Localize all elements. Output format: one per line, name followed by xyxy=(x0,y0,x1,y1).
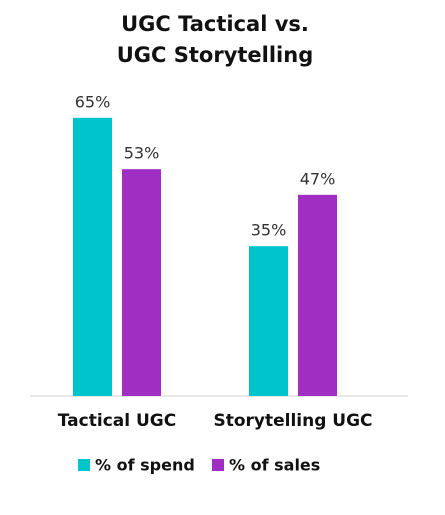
chart-title: UGC Tactical vs. xyxy=(121,12,309,36)
x-tick-label: Tactical UGC xyxy=(58,411,176,431)
bar xyxy=(122,169,161,396)
bar xyxy=(73,117,112,397)
chart-title: UGC Storytelling xyxy=(117,43,314,67)
legend-swatch xyxy=(212,459,224,471)
value-label: 35% xyxy=(251,221,287,240)
legend-label: % of sales xyxy=(229,456,320,475)
legend-label: % of spend xyxy=(95,456,195,475)
value-label: 53% xyxy=(124,144,160,163)
legend-swatch xyxy=(78,459,90,471)
bar xyxy=(298,194,337,396)
x-tick-label: Storytelling UGC xyxy=(213,411,372,431)
bar xyxy=(249,246,288,396)
value-label: 65% xyxy=(75,92,111,111)
value-label: 47% xyxy=(300,169,336,188)
